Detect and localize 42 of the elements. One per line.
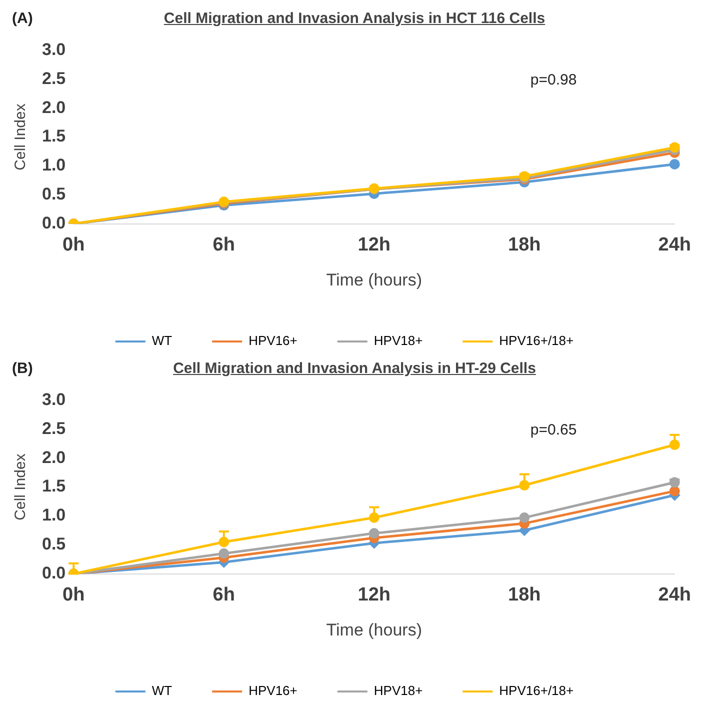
y-tick-label: 2.5	[42, 68, 66, 88]
x-tick-label: 0h	[62, 234, 85, 256]
y-tick-label: 3.0	[42, 390, 66, 409]
y-tick-label: 1.0	[42, 506, 66, 525]
annotation: p=0.98	[530, 71, 577, 88]
legend-label: HPV18+	[374, 683, 423, 698]
y-tick-label: 2.0	[42, 448, 66, 467]
legend-label: HPV16+/18+	[499, 333, 574, 348]
chart-title: Cell Migration and Invasion Analysis in HT-29 Cells	[173, 360, 536, 377]
y-tick-label: 1.5	[42, 476, 66, 496]
x-axis-title: Time (hours)	[326, 620, 422, 640]
y-tick-label: 2.5	[42, 418, 66, 438]
y-axis-title: Cell Index	[12, 103, 30, 170]
x-tick-label: 18h	[508, 584, 541, 606]
x-tick-label: 0h	[62, 584, 85, 606]
annotation: p=0.65	[530, 421, 577, 438]
legend-label: WT	[152, 333, 172, 348]
legend-label: HPV16+	[248, 333, 298, 348]
text: (A)	[12, 10, 33, 27]
y-tick-label: 3.0	[42, 40, 66, 59]
x-tick-label: 6h	[212, 234, 235, 256]
x-tick-label: 12h	[358, 584, 391, 606]
x-tick-label: 12h	[358, 234, 391, 256]
legend-label: HPV16+	[248, 683, 298, 698]
text: (B)	[12, 360, 33, 377]
x-tick-label: 6h	[212, 584, 235, 606]
y-tick-label: 2.0	[42, 98, 66, 117]
y-tick-label: 0.0	[42, 563, 66, 582]
y-tick-label: 0.5	[42, 184, 66, 204]
x-tick-label: 24h	[658, 584, 692, 606]
y-tick-label: 0.0	[42, 213, 66, 232]
legend-label: WT	[152, 683, 172, 698]
y-tick-label: 0.5	[42, 534, 66, 554]
x-tick-label: 18h	[508, 234, 541, 256]
y-tick-label: 1.5	[42, 126, 66, 146]
legend-label: HPV18+	[374, 333, 423, 348]
x-axis-title: Time (hours)	[326, 270, 422, 290]
chart-title: Cell Migration and Invasion Analysis in HCT 116 Cells	[164, 10, 546, 27]
legend-label: HPV16+/18+	[499, 683, 574, 698]
y-tick-label: 1.0	[42, 156, 66, 175]
y-axis-title: Cell Index	[12, 453, 30, 520]
x-tick-label: 24h	[658, 234, 692, 256]
